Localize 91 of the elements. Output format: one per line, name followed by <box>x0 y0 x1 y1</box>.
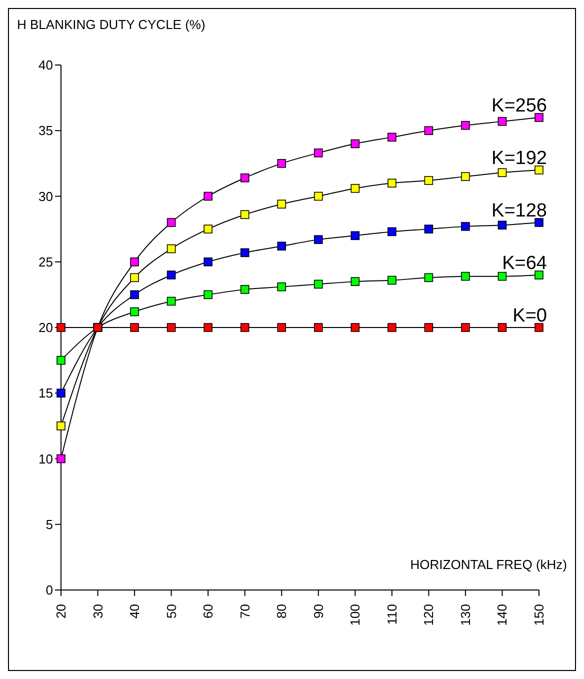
point <box>240 285 250 294</box>
point <box>424 176 434 185</box>
point <box>350 323 360 332</box>
y-tick-label: 10 <box>38 451 53 466</box>
point <box>166 244 176 254</box>
x-tick-label: 130 <box>458 604 473 626</box>
x-tick-label: 80 <box>274 604 290 618</box>
x-tick-label: 40 <box>127 604 142 618</box>
point <box>534 270 544 280</box>
series-label: K=0 <box>512 306 547 326</box>
y-tick-label: 20 <box>38 320 53 336</box>
point <box>314 235 323 244</box>
point <box>498 323 507 332</box>
point <box>166 270 176 280</box>
point <box>130 307 139 316</box>
x-tick-label: 70 <box>237 604 252 618</box>
point <box>130 273 139 282</box>
point <box>204 224 212 234</box>
point <box>277 242 286 251</box>
point <box>314 148 323 158</box>
series-label: K=64 <box>502 253 548 274</box>
x-tick-label: 110 <box>384 604 400 625</box>
y-tick-label: 0 <box>46 582 53 598</box>
point <box>534 113 544 122</box>
y-tick-label: 15 <box>38 386 53 401</box>
y-tick-label: 40 <box>38 58 53 73</box>
point <box>130 323 139 332</box>
point <box>350 231 360 240</box>
y-tick-label: 25 <box>38 254 53 270</box>
point <box>56 422 66 430</box>
point <box>240 173 250 182</box>
point <box>277 282 286 292</box>
point <box>166 218 176 227</box>
x-axis-title: HORIZONTAL FREQ (kHz) <box>410 557 567 572</box>
point <box>204 323 212 332</box>
x-tick-label: 30 <box>90 604 106 618</box>
point <box>461 172 470 181</box>
point <box>498 168 507 178</box>
point <box>314 323 323 332</box>
point <box>424 224 434 234</box>
point <box>166 323 176 332</box>
x-tick-label: 90 <box>310 604 326 618</box>
point <box>388 323 396 332</box>
point <box>461 222 470 231</box>
series-label: K=128 <box>492 200 547 222</box>
point <box>277 200 286 209</box>
point <box>424 126 434 136</box>
point <box>461 323 470 332</box>
point <box>166 296 176 306</box>
point <box>204 192 212 201</box>
point <box>350 277 360 286</box>
x-tick-label: 150 <box>532 604 546 626</box>
point <box>388 276 396 285</box>
point <box>350 139 360 148</box>
y-tick-label: 5 <box>46 516 53 532</box>
x-tick-label: 140 <box>494 604 510 626</box>
point <box>534 218 544 227</box>
series-label: K=192 <box>492 148 547 169</box>
y-axis-title: H BLANKING DUTY CYCLE (%) <box>17 17 206 32</box>
point <box>350 184 360 193</box>
point <box>314 192 323 201</box>
point <box>424 323 434 332</box>
point <box>130 290 139 300</box>
x-tick-label: 60 <box>200 604 216 618</box>
point <box>424 273 434 282</box>
point <box>388 178 396 188</box>
point <box>498 117 507 126</box>
x-tick-label: 120 <box>421 604 436 626</box>
point <box>277 323 286 332</box>
point <box>534 166 544 174</box>
point <box>461 120 470 130</box>
point <box>240 323 250 332</box>
point <box>534 323 544 332</box>
point <box>204 290 212 300</box>
point <box>204 257 212 266</box>
x-tick-label: 100 <box>348 604 363 626</box>
point <box>56 356 66 365</box>
point <box>240 210 250 220</box>
x-tick-label: 50 <box>164 604 179 618</box>
point <box>498 220 507 230</box>
point <box>388 227 396 236</box>
y-tick-label: 35 <box>38 123 53 138</box>
point <box>498 272 507 281</box>
series-label: K=256 <box>492 96 547 116</box>
point <box>130 257 139 266</box>
point <box>240 248 250 258</box>
point <box>461 272 470 281</box>
y-tick-label: 30 <box>38 188 53 204</box>
point <box>388 132 396 142</box>
point <box>314 280 323 289</box>
point <box>277 159 286 168</box>
